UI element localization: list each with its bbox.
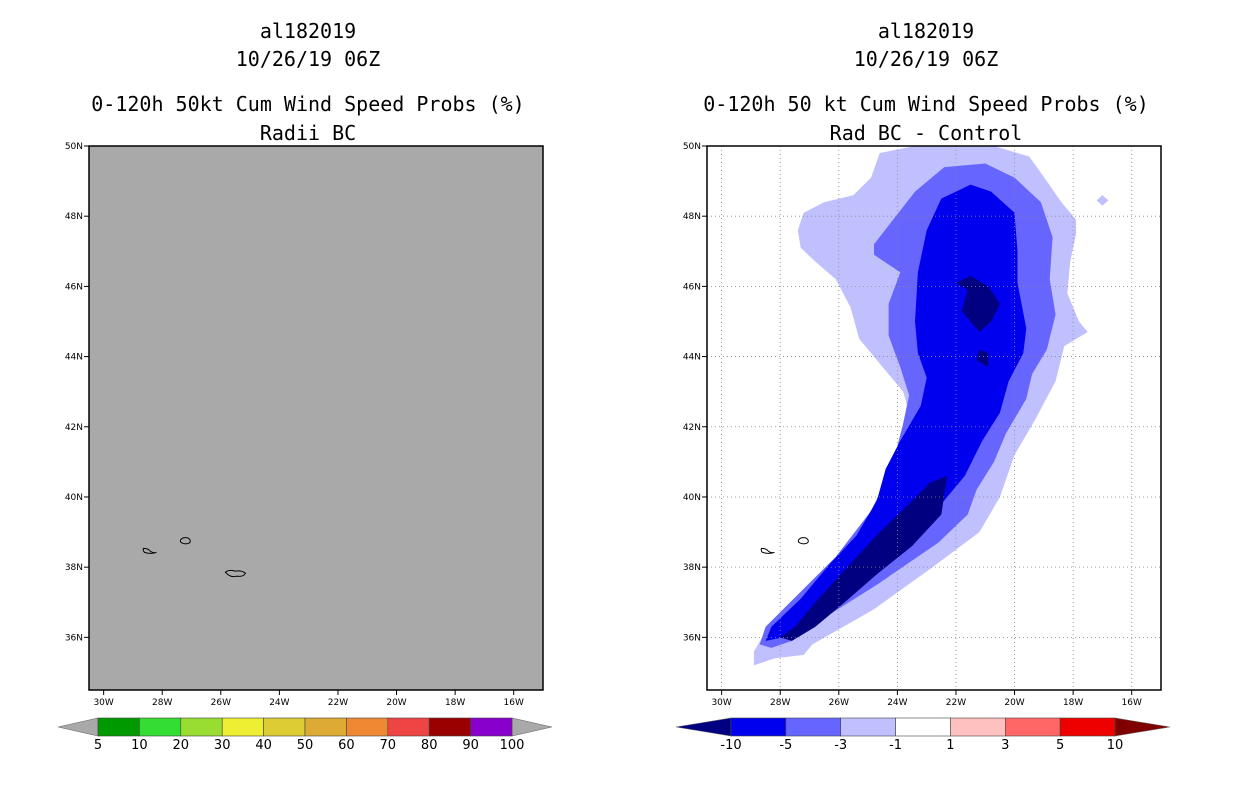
- lon-tick-label: 26W: [829, 698, 849, 708]
- colorbar-below-triangle: [57, 717, 99, 737]
- colorbar-label: 30: [214, 738, 231, 753]
- colorbar-label: -1: [889, 738, 902, 753]
- colorbar-label: 40: [255, 738, 272, 753]
- lon-tick-label: 26W: [211, 698, 231, 708]
- colorbar-swatch: [470, 717, 513, 737]
- lon-tick-label: 18W: [1063, 698, 1083, 708]
- panel-left: [57, 145, 553, 737]
- right-title: 0-120h 50 kt Cum Wind Speed Probs (%): [703, 92, 1149, 116]
- colorbar-label: -10: [720, 738, 741, 753]
- colorbar-swatch: [950, 717, 1006, 737]
- left-subtitle: Radii BC: [259, 121, 357, 145]
- azores-central-outline: [797, 537, 809, 545]
- lat-tick-label: 38N: [65, 563, 83, 573]
- colorbar-label: 10: [131, 738, 148, 753]
- contour--1-to-3-6: [1096, 195, 1109, 206]
- lon-tick-label: 18W: [445, 698, 465, 708]
- left-storm-id: al182019: [259, 19, 357, 43]
- colorbar-swatch: [895, 717, 951, 737]
- colorbar-label: 20: [173, 738, 190, 753]
- contour--10-4: [956, 275, 1000, 332]
- colorbar-label: 10: [1107, 738, 1124, 753]
- colorbar-below-triangle: [675, 717, 732, 737]
- lat-tick-label: 42N: [683, 423, 701, 433]
- lat-tick-label: 46N: [683, 282, 701, 292]
- plot-frame: [706, 145, 1162, 691]
- lat-tick-label: 48N: [683, 212, 701, 222]
- lon-tick-label: 16W: [1122, 698, 1142, 708]
- lat-tick-label: 46N: [65, 282, 83, 292]
- colorbar-label: 70: [380, 738, 397, 753]
- right-storm-id: al182019: [877, 19, 975, 43]
- plot-frame: [88, 145, 544, 691]
- contour--5-to-10-2: [765, 184, 1027, 641]
- lat-tick-label: 48N: [65, 212, 83, 222]
- colorbar-swatch: [263, 717, 306, 737]
- colorbar-label: -3: [834, 738, 847, 753]
- lat-tick-label: 42N: [65, 423, 83, 433]
- colorbar-swatch: [840, 717, 896, 737]
- lat-tick-label: 50N: [65, 142, 83, 152]
- plot-background: [89, 146, 543, 690]
- colorbar-label: 5: [94, 738, 102, 753]
- left-title: 0-120h 50kt Cum Wind Speed Probs (%): [91, 92, 525, 116]
- lat-tick-label: 36N: [683, 633, 701, 643]
- colorbar-swatch: [180, 717, 223, 737]
- right-datetime: 10/26/19 06Z: [853, 47, 999, 71]
- lat-tick-label: 36N: [65, 633, 83, 643]
- colorbar-label: 80: [421, 738, 438, 753]
- lon-tick-label: 20W: [386, 698, 406, 708]
- colorbar-swatch: [97, 717, 140, 737]
- colorbar-above-triangle: [1114, 717, 1171, 737]
- left-datetime: 10/26/19 06Z: [235, 47, 381, 71]
- colorbar-swatch: [387, 717, 430, 737]
- lon-tick-label: 24W: [887, 698, 907, 708]
- colorbar-swatch: [346, 717, 389, 737]
- colorbar-label: 5: [1056, 738, 1064, 753]
- colorbar-label: 60: [338, 738, 355, 753]
- colorbar-swatch: [1059, 717, 1116, 737]
- right-subtitle: Rad BC - Control: [829, 121, 1023, 145]
- panel-right: [675, 145, 1171, 737]
- colorbar-swatch: [221, 717, 264, 737]
- colorbar-label: 1: [946, 738, 954, 753]
- lat-tick-label: 40N: [683, 493, 701, 503]
- lon-tick-label: 24W: [269, 698, 289, 708]
- lon-tick-label: 30W: [93, 698, 113, 708]
- colorbar-swatch: [139, 717, 182, 737]
- colorbar-swatch: [304, 717, 347, 737]
- lon-tick-label: 16W: [504, 698, 524, 708]
- colorbar-label: 90: [462, 738, 479, 753]
- azores-central-outline: [179, 537, 191, 545]
- lon-tick-label: 30W: [711, 698, 731, 708]
- lon-tick-label: 20W: [1004, 698, 1024, 708]
- colorbar-swatch: [785, 717, 842, 737]
- lon-tick-label: 28W: [152, 698, 172, 708]
- lat-tick-label: 44N: [683, 353, 701, 363]
- colorbar-label: 100: [500, 738, 525, 753]
- lat-tick-label: 50N: [683, 142, 701, 152]
- lon-tick-label: 22W: [328, 698, 348, 708]
- colorbar-label: 50: [297, 738, 314, 753]
- colorbar-label: -5: [779, 738, 792, 753]
- lat-tick-label: 38N: [683, 563, 701, 573]
- lon-tick-label: 22W: [946, 698, 966, 708]
- colorbar-label: 3: [1001, 738, 1009, 753]
- lat-tick-label: 40N: [65, 493, 83, 503]
- lat-tick-label: 44N: [65, 353, 83, 363]
- contour--10-5: [976, 349, 989, 368]
- colorbar-swatch: [730, 717, 787, 737]
- contour--10-3: [780, 475, 948, 641]
- colorbar-above-triangle: [511, 717, 553, 737]
- colorbar-swatch: [428, 717, 471, 737]
- colorbar-swatch: [1004, 717, 1061, 737]
- lon-tick-label: 28W: [770, 698, 790, 708]
- azores-sao-miguel-outline: [224, 569, 247, 578]
